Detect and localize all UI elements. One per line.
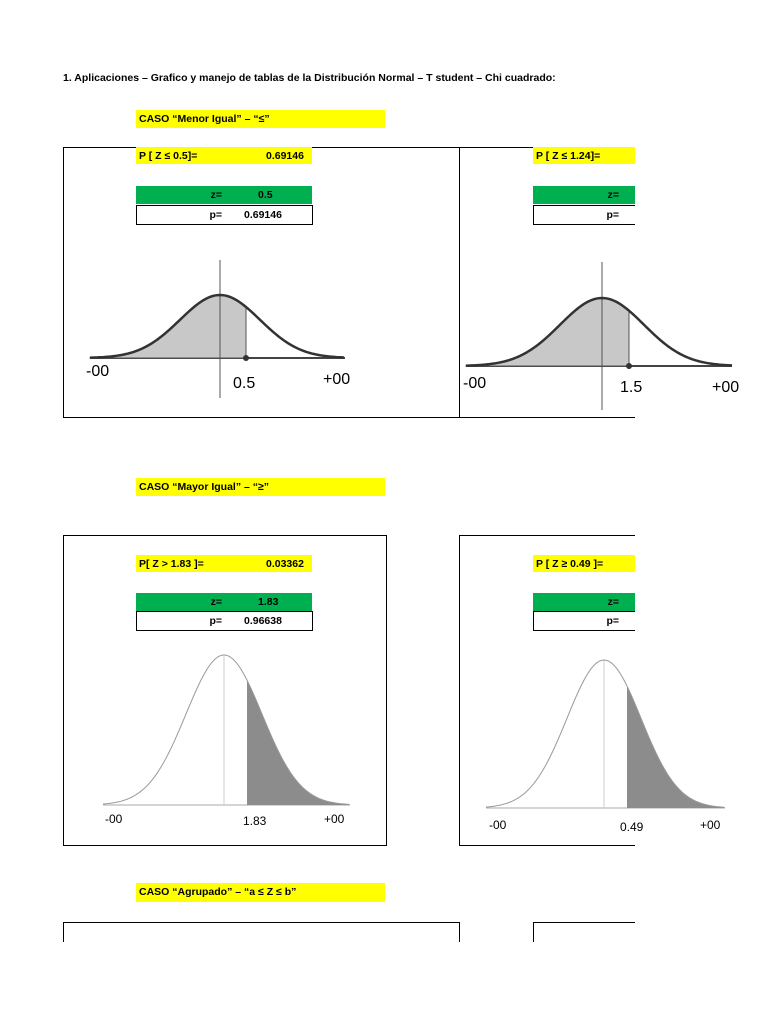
prob-value: 0.69146 [266,150,304,162]
section-bar [136,110,385,128]
curve [465,296,733,367]
curve [485,659,725,808]
section-bar [136,478,385,496]
section-bar [136,883,385,902]
z-value: 1.83 [258,596,279,608]
p-box [136,205,313,225]
p-value: 0.69146 [244,209,282,221]
p-label: p= [606,615,619,627]
shaded-area [247,680,350,805]
panel-box [63,922,460,942]
axis-label: -00 [86,363,109,380]
shaded-area [465,297,630,367]
panel-frames: P [ Z ≤ 0.5]= 0.69146 z= 0.5 p= 0.69146 P [ Z … [63,147,635,942]
shaded-area [627,686,725,808]
z-label: z= [211,189,222,201]
p-label: p= [209,615,222,627]
cut-point [626,363,632,369]
axis-label: -00 [463,375,486,392]
axis-label: +00 [712,379,739,396]
z-value: 0.5 [258,189,273,201]
axis-label: +00 [324,812,345,826]
p-label: p= [606,209,619,221]
z-bar [136,186,312,204]
panel-box [459,535,635,846]
curve [89,293,345,359]
prob-bar [136,147,312,164]
z-bar [533,593,635,611]
axis-label: +00 [700,818,721,832]
z-bar [533,186,635,204]
prob-label: P[ Z > 1.83 ]= [139,558,204,570]
curve [102,654,350,805]
cut-point [243,355,249,361]
prob-label: P [ Z ≤ 0.5]= [139,150,197,162]
section-label: CASO “Mayor Igual” – “≥” [139,481,269,493]
panel-box [63,535,387,846]
heading: 1. Aplicaciones – Grafico y manejo de ta… [63,72,556,84]
section-label: CASO “Agrupado” – “a ≤ Z ≤ b” [139,886,296,898]
prob-bar [533,555,635,572]
shaded-area [89,294,247,359]
prob-bar [533,147,635,164]
prob-label: P [ Z ≥ 0.49 ]= [536,558,603,570]
axis-label: -00 [489,818,507,832]
section-label: CASO “Menor Igual” – “≤” [139,113,270,125]
axis-label: 0.49 [620,820,644,834]
axis-label: 1.83 [243,814,267,828]
panel-box [533,922,635,942]
prob-bar [136,555,312,572]
axis-label: 0.5 [233,375,255,392]
z-bar [136,593,312,611]
p-label: p= [209,209,222,221]
axis-label: 1.5 [620,379,642,396]
p-box [533,611,635,631]
p-box [136,611,313,631]
p-value: 0.96638 [244,615,282,627]
z-label: z= [608,189,619,201]
prob-label: P [ Z ≤ 1.24]= [536,150,600,162]
axis-label: -00 [105,812,123,826]
axis-label: +00 [323,371,350,388]
p-box [533,205,635,225]
prob-value: 0.03362 [266,558,304,570]
z-label: z= [608,596,619,608]
z-label: z= [211,596,222,608]
